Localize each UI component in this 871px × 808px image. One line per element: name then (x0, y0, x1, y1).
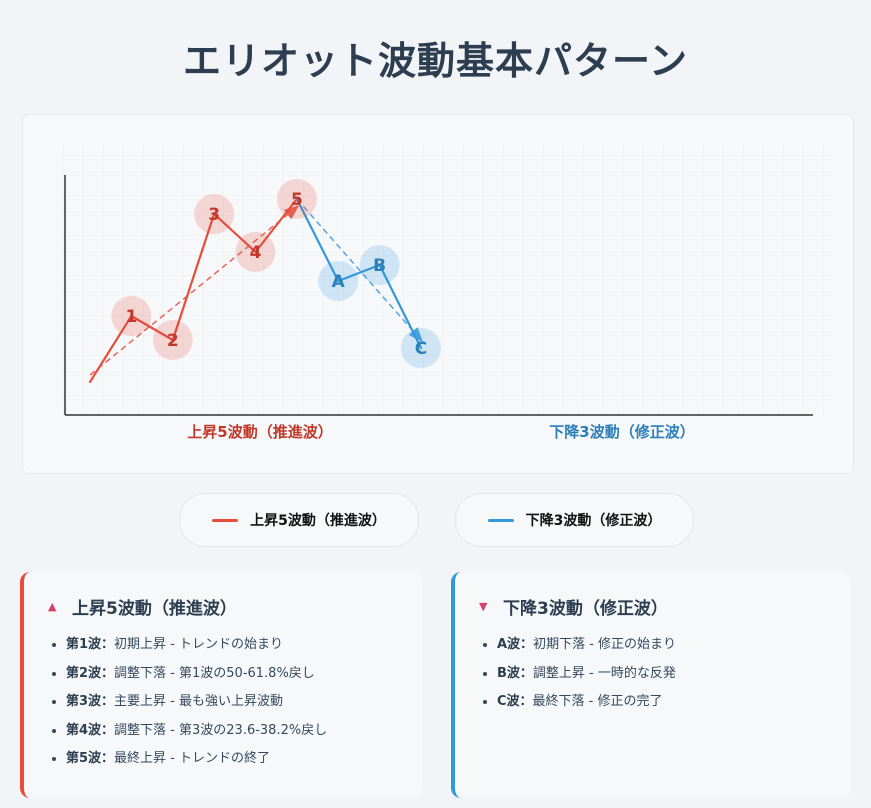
impulse-panel-heading: ▲ 上昇5波動（推進波） (48, 594, 402, 619)
corrective-item-label: C波： (497, 694, 533, 709)
corrective-item-text: 最終下落 - 修正の完了 (532, 694, 663, 709)
corrective-panel-heading: ▼ 下降3波動（修正波） (479, 594, 831, 619)
wave-point-label: 4 (250, 243, 262, 263)
impulse-section-label: 上昇5波動（推進波） (187, 423, 332, 441)
legend-corrective-label: 下降3波動（修正波） (525, 513, 662, 529)
impulse-panel-title: 上昇5波動（推進波） (72, 599, 237, 619)
legend-impulse[interactable]: 上昇5波動（推進波） (179, 493, 419, 547)
impulse-item: 第5波：最終上昇 - トレンドの終了 (66, 749, 402, 768)
wave-point-marker (152, 320, 193, 360)
corrective-item-text: 調整上昇 - 一時的な反発 (532, 665, 676, 681)
impulse-item-label: 第3波： (66, 694, 115, 709)
wave-point-label: 2 (167, 331, 179, 351)
impulse-item-label: 第4波： (66, 722, 115, 738)
impulse-item: 第3波：主要上昇 - 最も強い上昇波動 (66, 692, 402, 711)
grid-background (63, 145, 833, 415)
corrective-item: C波：最終下落 - 修正の完了 (497, 692, 831, 711)
impulse-item-text: 初期上昇 - トレンドの始まり (114, 637, 284, 652)
wave-chart: 1 2 3 4 5 A B C 上昇5波動（推進波） 下降3波動（修正波） (22, 114, 854, 474)
wave-point-label: A (332, 272, 346, 292)
page-title: エリオット波動基本パターン (182, 39, 689, 83)
impulse-item-text: 最終上昇 - トレンドの終了 (114, 751, 271, 766)
impulse-swatch (212, 518, 239, 522)
corrective-item: B波：調整上昇 - 一時的な反発 (497, 664, 831, 683)
wave-point-label: 3 (208, 205, 220, 225)
wave-point-marker (359, 245, 400, 285)
wave-point-label: B (373, 256, 386, 276)
legend-impulse-label: 上昇5波動（推進波） (250, 513, 386, 529)
wave-point-label: 5 (291, 190, 303, 210)
wave-point-marker (401, 328, 441, 368)
wave-point-marker (111, 296, 152, 336)
corrective-item-text: 初期下落 - 修正の始まり (533, 637, 677, 652)
legend-corrective[interactable]: 下降3波動（修正波） (455, 493, 694, 547)
impulse-item: 第2波：調整下落 - 第1波の50-61.8%戻し (66, 664, 402, 683)
corrective-item: A波：初期下落 - 修正の始まり (497, 635, 831, 654)
impulse-panel: ▲ 上昇5波動（推進波） 第1波：初期上昇 - トレンドの始まり第2波：調整下落… (20, 572, 422, 798)
impulse-item-label: 第1波： (66, 637, 115, 652)
corrective-panel: ▼ 下降3波動（修正波） A波：初期下落 - 修正の始まりB波：調整上昇 - 一… (451, 572, 851, 798)
impulse-item-text: 調整下落 - 第3波の23.6-38.2%戻し (114, 722, 328, 738)
wave-point-marker (276, 179, 317, 219)
wave-point-marker (318, 261, 359, 301)
corrective-wave-list: A波：初期下落 - 修正の始まりB波：調整上昇 - 一時的な反発C波：最終下落 … (479, 635, 831, 711)
impulse-item: 第1波：初期上昇 - トレンドの始まり (66, 635, 402, 654)
impulse-item: 第4波：調整下落 - 第3波の23.6-38.2%戻し (66, 721, 402, 740)
wave-point-label: C (415, 339, 427, 359)
wave-chart-svg: 1 2 3 4 5 A B C 上昇5波動（推進波） 下降3波動（修正波） (63, 145, 833, 441)
wave-line-impulse (88, 197, 298, 384)
corrective-swatch (487, 518, 514, 522)
trend-line (296, 198, 423, 343)
triangle-down-icon: ▼ (479, 600, 488, 613)
triangle-up-icon: ▲ (48, 600, 57, 613)
corrective-panel-title: 下降3波動（修正波） (503, 599, 668, 619)
wave-point-marker (235, 232, 276, 272)
wave-line-corrective (295, 197, 423, 350)
impulse-item-text: 主要上昇 - 最も強い上昇波動 (114, 694, 284, 709)
impulse-item-label: 第5波： (66, 751, 115, 766)
wave-point-marker (194, 194, 235, 234)
corrective-item-label: A波： (497, 637, 534, 652)
impulse-item-label: 第2波： (66, 665, 115, 681)
impulse-item-text: 調整下落 - 第1波の50-61.8%戻し (114, 665, 315, 681)
corrective-item-label: B波： (497, 665, 533, 681)
trend-line (89, 205, 300, 376)
corrective-section-label: 下降3波動（修正波） (549, 423, 694, 441)
impulse-wave-list: 第1波：初期上昇 - トレンドの始まり第2波：調整下落 - 第1波の50-61.… (48, 635, 402, 768)
wave-point-label: 1 (125, 307, 137, 327)
